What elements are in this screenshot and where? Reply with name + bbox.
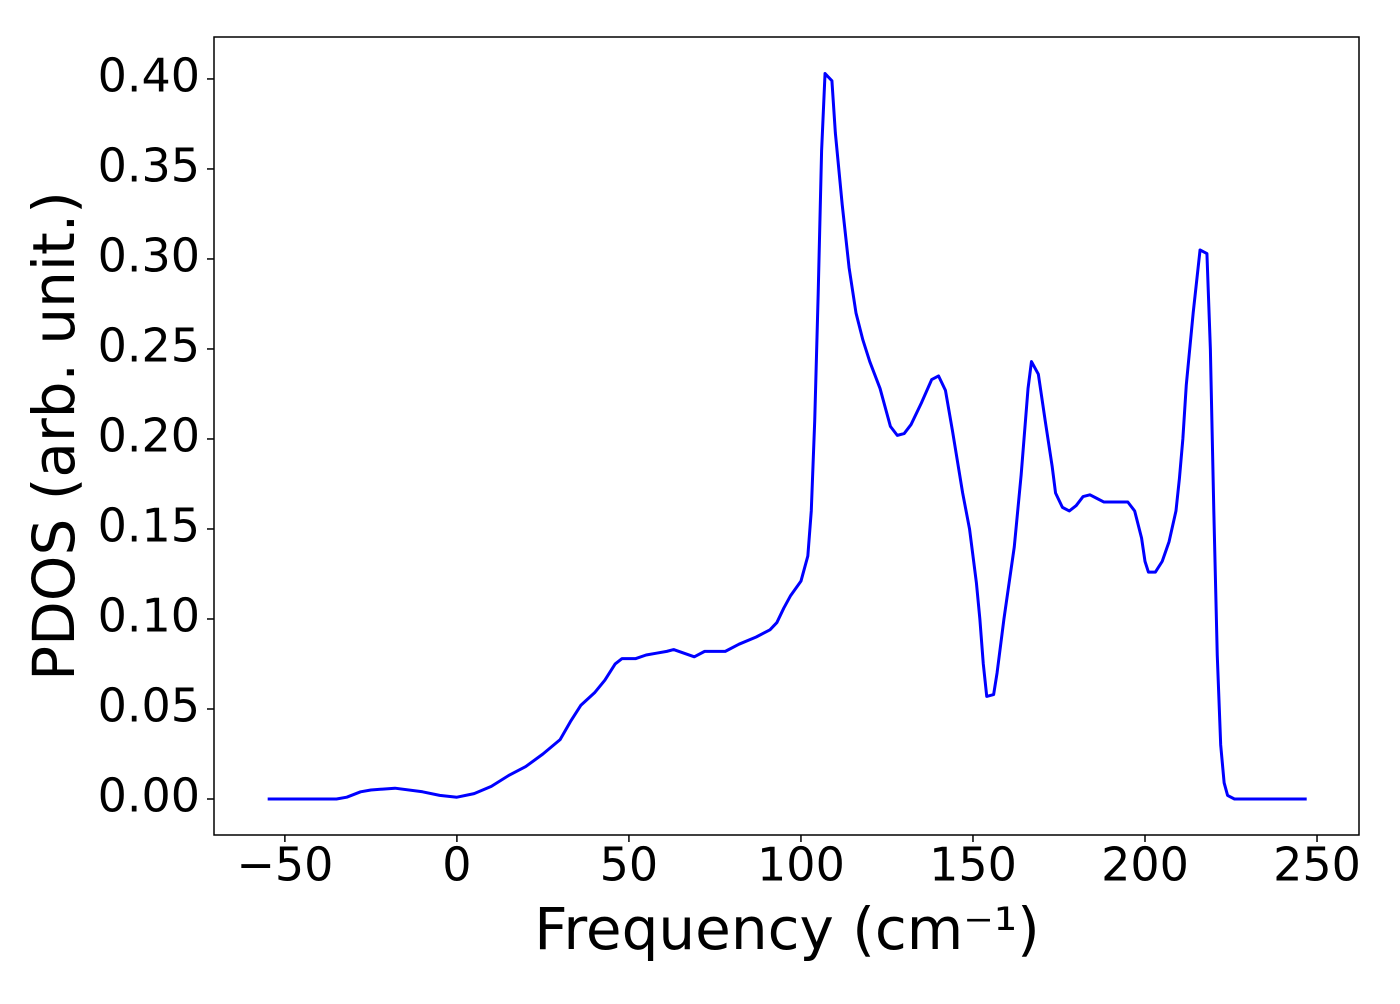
x-axis-label: Frequency (cm⁻¹) [534, 895, 1040, 963]
x-tick-label: 250 [1273, 838, 1361, 892]
y-tick-label: 0.25 [98, 318, 200, 372]
y-tick-label: 0.10 [98, 588, 200, 642]
x-tick-label: 100 [757, 838, 845, 892]
y-axis-label: PDOS (arb. unit.) [20, 191, 88, 681]
y-tick-label: 0.00 [98, 768, 200, 822]
y-tick-label: 0.15 [98, 498, 200, 552]
y-tick-label: 0.30 [98, 228, 200, 282]
x-tick-label: 150 [929, 838, 1017, 892]
x-tick-label: −50 [236, 838, 333, 892]
x-tick-label: 0 [442, 838, 471, 892]
y-tick-label: 0.05 [98, 678, 200, 732]
y-tick-label: 0.20 [98, 408, 200, 462]
y-tick-label: 0.35 [98, 138, 200, 192]
plot-frame [213, 36, 1360, 836]
y-tick-label: 0.40 [98, 48, 200, 102]
data-line [267, 72, 1307, 801]
x-tick-label: 200 [1101, 838, 1189, 892]
x-tick-label: 50 [600, 838, 659, 892]
